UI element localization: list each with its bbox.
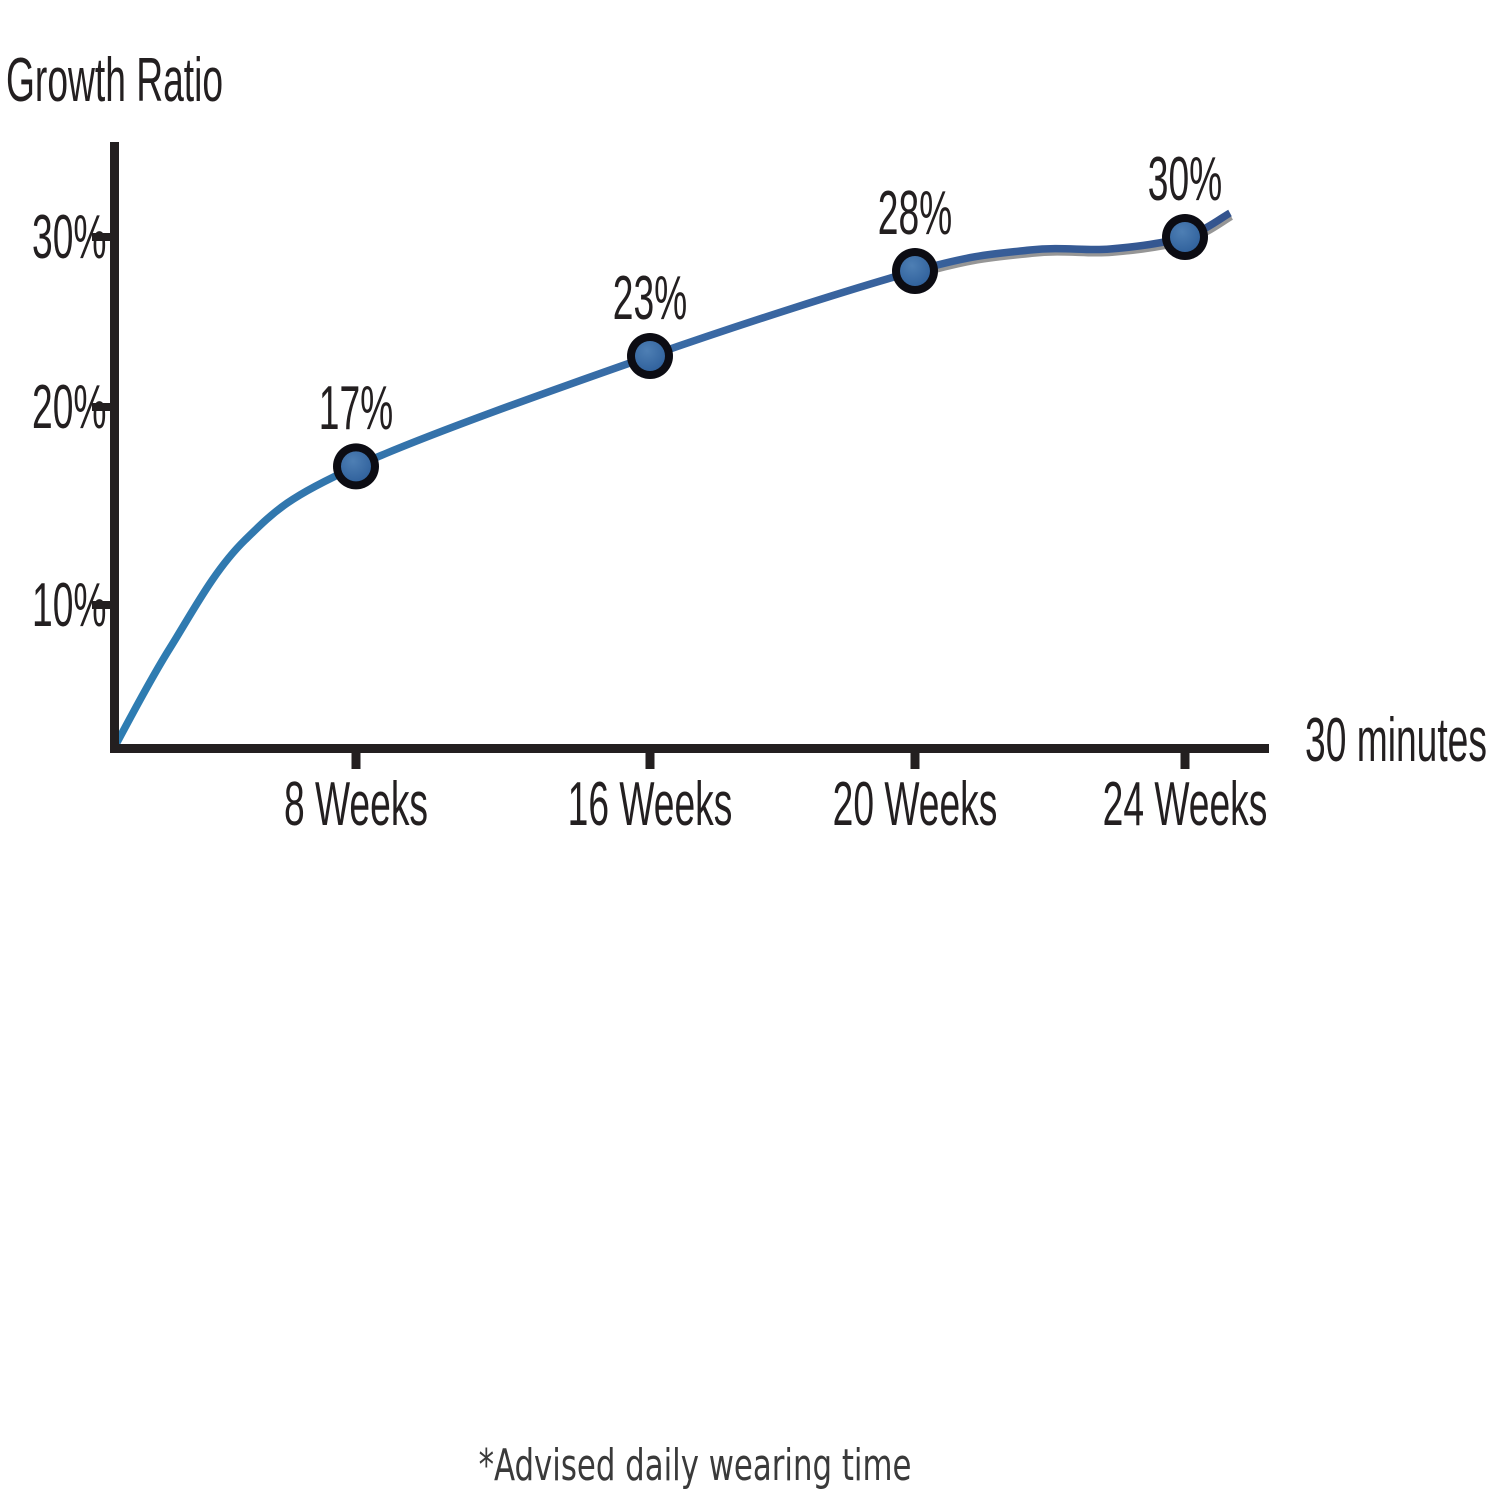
y-tick-label: 30% xyxy=(32,203,107,272)
y-tick-label: 20% xyxy=(32,373,107,442)
x-axis-line xyxy=(110,744,1269,753)
data-point-marker xyxy=(333,443,379,490)
curve-shadow xyxy=(934,216,1233,274)
x-tick-24 Weeks xyxy=(1180,753,1190,769)
data-point-marker xyxy=(1162,214,1208,260)
x-tick-16 Weeks xyxy=(645,753,655,769)
x-tick-label: 20 Weeks xyxy=(832,770,998,839)
data-point-value-label: 17% xyxy=(318,374,394,444)
x-tick-label: 24 Weeks xyxy=(1102,770,1268,839)
y-tick-20% xyxy=(92,403,112,411)
data-point-value-label: 28% xyxy=(877,179,953,248)
y-tick-30% xyxy=(92,233,112,241)
data-point-value-label: 23% xyxy=(612,264,688,333)
data-point-markers xyxy=(333,214,1208,490)
x-tick-label: 8 Weeks xyxy=(283,770,429,839)
y-axis-line xyxy=(110,142,119,753)
x-tick-20 Weeks xyxy=(910,753,920,769)
data-point-value-label: 30% xyxy=(1147,145,1223,214)
y-tick-10% xyxy=(92,601,112,609)
footnote: *Advised daily wearing time xyxy=(478,1440,912,1491)
x-axis-unit-label: 30 minutes xyxy=(1305,706,1487,775)
x-tick-8 Weeks xyxy=(351,753,361,769)
data-point-marker xyxy=(892,248,938,294)
axis-ticks xyxy=(92,233,1190,769)
chart-title: Growth Ratio xyxy=(6,46,224,115)
axes xyxy=(110,142,1269,753)
x-tick-label: 16 Weeks xyxy=(567,770,733,839)
data-point-marker xyxy=(627,333,673,379)
y-tick-label: 10% xyxy=(32,571,107,640)
